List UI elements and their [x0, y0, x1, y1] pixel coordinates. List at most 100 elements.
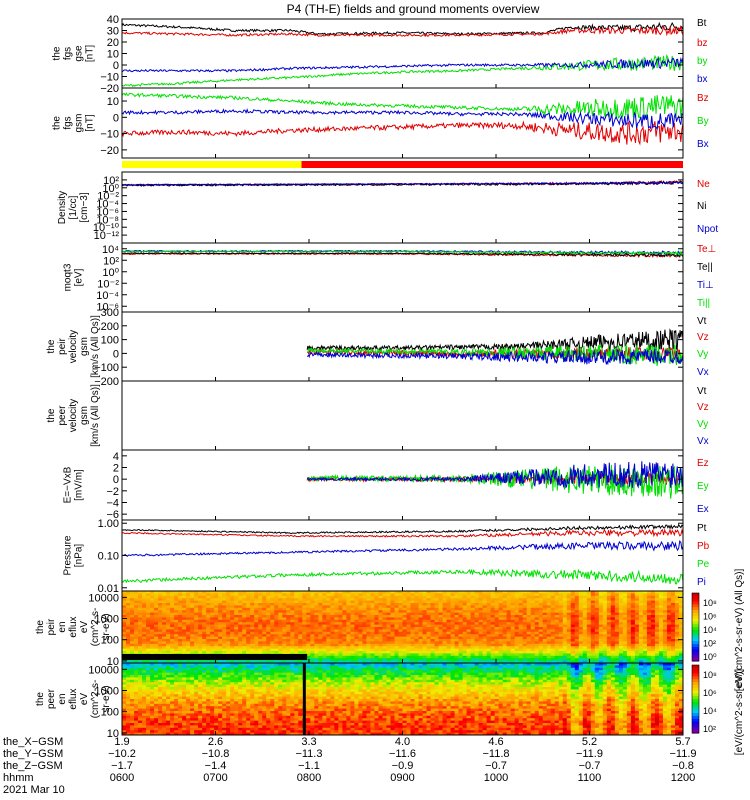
heatmap-cell	[370, 641, 375, 645]
heatmap-cell	[674, 653, 680, 657]
heatmap-cell	[134, 670, 139, 674]
heatmap-cell	[450, 660, 456, 664]
heatmap-cell	[426, 627, 432, 630]
heatmap-cell	[558, 619, 564, 623]
heatmap-cell	[170, 603, 175, 606]
heatmap-cell	[482, 622, 488, 626]
heatmap-cell	[570, 610, 576, 614]
heatmap-cell	[282, 641, 287, 645]
heatmap-cell	[354, 607, 359, 611]
heatmap-cell	[122, 607, 127, 611]
heatmap-cell	[246, 639, 251, 642]
heatmap-cell	[366, 600, 371, 604]
heatmap-cell	[538, 627, 544, 630]
heatmap-cell	[674, 658, 680, 662]
heatmap-cell	[346, 627, 351, 630]
heatmap-cell	[414, 660, 420, 664]
heatmap-cell	[174, 591, 179, 594]
heatmap-cell	[506, 605, 512, 609]
heatmap-cell	[234, 607, 239, 611]
heatmap-cell	[170, 718, 175, 722]
heatmap-cell	[482, 631, 488, 635]
heatmap-cell	[274, 600, 279, 604]
heatmap-cell	[398, 639, 403, 642]
heatmap-cell	[290, 624, 295, 628]
heatmap-cell	[134, 600, 139, 604]
heatmap-cell	[458, 629, 464, 633]
heatmap-cell	[334, 617, 339, 621]
heatmap-cell	[134, 691, 139, 695]
heatmap-cell	[430, 612, 436, 616]
heatmap-cell	[374, 619, 379, 623]
heatmap-cell	[138, 694, 143, 698]
heatmap-cell	[654, 629, 660, 633]
heatmap-cell	[502, 646, 508, 650]
heatmap-cell	[274, 631, 279, 635]
heatmap-cell	[514, 617, 520, 621]
heatmap-cell	[650, 617, 656, 621]
heatmap-cell	[634, 605, 640, 609]
heatmap-cell	[506, 598, 512, 602]
heatmap-cell	[354, 660, 359, 664]
heatmap-cell	[542, 605, 548, 609]
heatmap-cell	[274, 639, 279, 642]
heatmap-cell	[346, 619, 351, 623]
heatmap-cell	[258, 605, 263, 609]
heatmap-cell	[238, 610, 243, 614]
heatmap-cell	[354, 648, 359, 652]
heatmap-cell	[590, 651, 596, 654]
legend-fgs-gse-bx: bx	[697, 74, 708, 85]
heatmap-cell	[158, 629, 163, 633]
heatmap-cell	[646, 598, 652, 602]
heatmap-cell	[370, 607, 375, 611]
heatmap-cell	[382, 646, 387, 650]
heatmap-cell	[650, 615, 656, 618]
heatmap-cell	[326, 607, 331, 611]
heatmap-cell	[158, 663, 163, 666]
heatmap-cell	[466, 648, 472, 652]
heatmap-cell	[298, 660, 303, 664]
heatmap-cell	[398, 629, 403, 633]
heatmap-cell	[270, 622, 275, 626]
heatmap-cell	[370, 660, 375, 664]
heatmap-cell	[342, 660, 347, 664]
heatmap-cell	[446, 629, 452, 633]
heatmap-cell	[310, 634, 315, 638]
heatmap-cell	[366, 641, 371, 645]
heatmap-cell	[334, 622, 339, 626]
heatmap-cell	[414, 641, 420, 645]
heatmap-cell	[670, 607, 676, 611]
heatmap-cell	[562, 615, 568, 618]
heatmap-cell	[506, 655, 512, 659]
heatmap-cell	[442, 605, 448, 609]
heatmap-cell	[182, 691, 187, 695]
heatmap-cell	[498, 643, 504, 647]
series-fgs-gsm-By	[121, 92, 684, 119]
heatmap-cell	[654, 591, 660, 594]
heatmap-cell	[626, 641, 632, 645]
heatmap-cell	[478, 617, 484, 621]
heatmap-cell	[606, 615, 612, 618]
heatmap-cell	[402, 595, 408, 599]
heatmap-cell	[150, 622, 155, 626]
heatmap-cell	[422, 595, 428, 599]
heatmap-cell	[170, 699, 175, 702]
heatmap-cell	[438, 631, 444, 635]
heatmap-cell	[386, 605, 391, 609]
heatmap-cell	[374, 624, 379, 628]
heatmap-cell	[578, 598, 584, 602]
heatmap-cell	[246, 619, 251, 623]
heatmap-cell	[414, 631, 420, 635]
heatmap-cell	[202, 603, 207, 606]
heatmap-cell	[370, 591, 375, 594]
heatmap-cell	[470, 605, 476, 609]
heatmap-cell	[598, 622, 604, 626]
heatmap-cell	[638, 651, 644, 654]
heatmap-cell	[610, 658, 616, 662]
heatmap-cell	[670, 624, 676, 628]
heatmap-cell	[534, 655, 540, 659]
heatmap-cell	[454, 631, 460, 635]
heatmap-cell	[302, 610, 307, 614]
heatmap-cell	[142, 610, 147, 614]
heatmap-cell	[602, 622, 608, 626]
